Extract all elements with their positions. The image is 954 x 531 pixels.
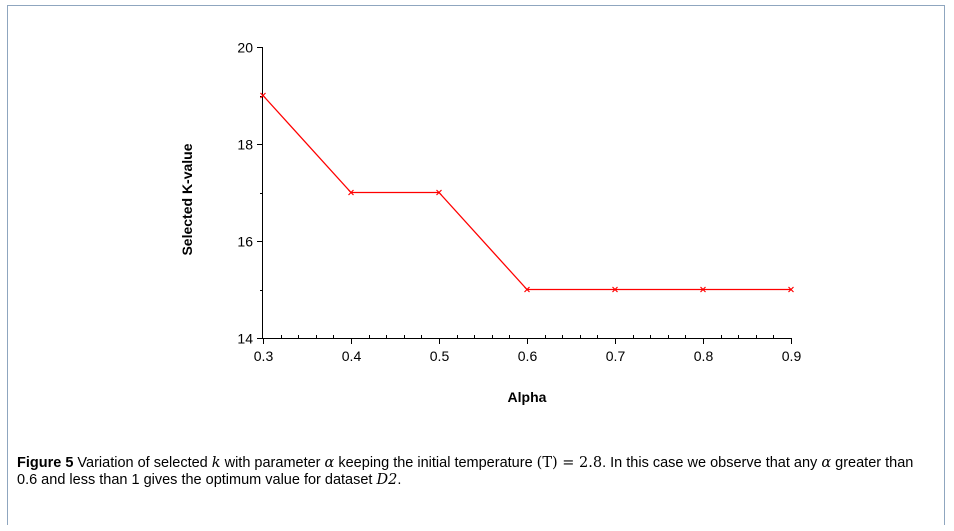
y-tick-label: 14 [237, 331, 253, 347]
x-axis-label: Alpha [508, 389, 547, 405]
caption-math-dataset: D2 [376, 472, 398, 488]
data-point [788, 286, 794, 293]
x-tick-label: 0.4 [342, 348, 362, 364]
caption-math-k: k [211, 455, 221, 471]
data-point [436, 189, 442, 196]
caption-math-alpha-2: α [821, 455, 832, 471]
caption-text-5: greater than 0.6 and less than 1 gives t… [17, 455, 914, 488]
data-point [524, 286, 530, 293]
x-tick-label: 0.9 [782, 348, 802, 364]
caption-math-alpha: α [324, 455, 335, 471]
y-tick-label: 20 [237, 40, 253, 56]
figure-frame [7, 5, 945, 525]
data-point [612, 286, 618, 293]
x-tick-label: 0.7 [606, 348, 626, 364]
line-chart: 14 16 18 20 0.3 0.4 0.5 0.6 0.7 0.8 0.9 Alpha Select… [179, 40, 802, 406]
caption-text-4: . In this case we observe that any [602, 455, 822, 471]
x-tick-label: 0.8 [694, 348, 714, 364]
caption-math-temperature: (T) = 2.8 [536, 455, 603, 471]
figure-caption: Figure 5 Variation of selected k with pa… [17, 455, 932, 489]
data-point [700, 286, 706, 293]
data-point [348, 189, 354, 196]
figure-label: Figure 5 [17, 455, 74, 471]
x-tick-label: 0.3 [254, 348, 274, 364]
caption-text-2: with parameter [220, 455, 325, 471]
x-tick-label: 0.5 [430, 348, 450, 364]
caption-text-6: . [397, 472, 402, 488]
x-tick-label: 0.6 [518, 348, 538, 364]
y-tick-label: 18 [237, 137, 253, 153]
y-tick-label: 16 [237, 234, 253, 250]
data-point [260, 92, 266, 99]
y-axis-label: Selected K-value [179, 143, 195, 255]
caption-text-3: keeping the initial temperature [334, 455, 537, 471]
series-line [262, 95, 791, 291]
caption-text-1: Variation of selected [73, 455, 212, 471]
